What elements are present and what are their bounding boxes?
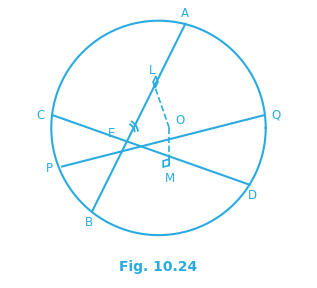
Text: O: O	[175, 114, 184, 127]
Text: E: E	[108, 127, 115, 140]
Text: A: A	[181, 7, 189, 20]
Text: B: B	[85, 216, 93, 229]
Text: L: L	[149, 64, 155, 77]
Text: M: M	[165, 172, 175, 185]
Text: D: D	[248, 189, 257, 202]
Text: C: C	[36, 109, 45, 122]
Text: Fig. 10.24: Fig. 10.24	[120, 260, 197, 274]
Text: Q: Q	[272, 109, 281, 122]
Text: P: P	[46, 162, 53, 175]
